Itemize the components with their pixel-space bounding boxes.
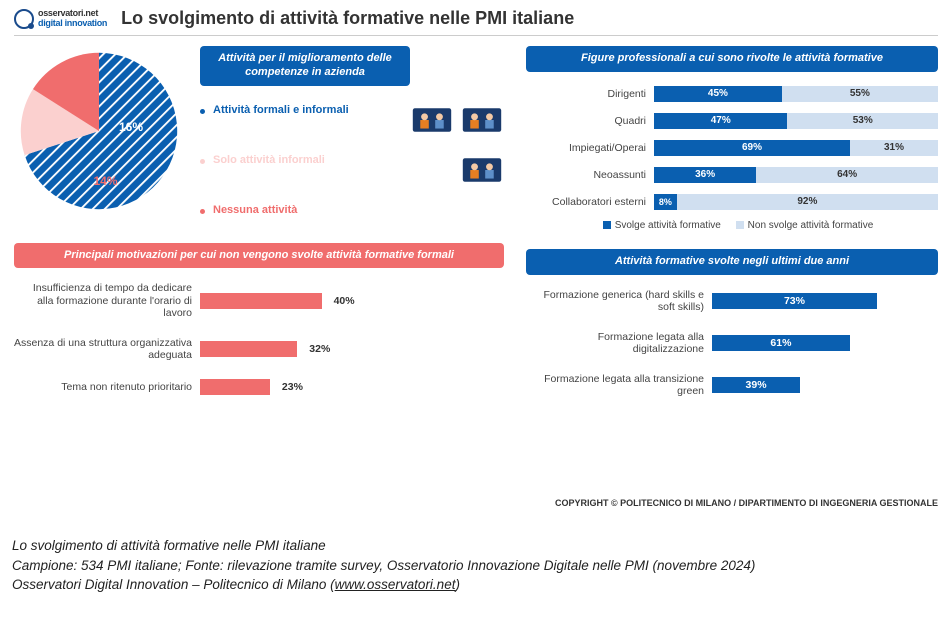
legend-swatch-a [603, 221, 611, 229]
role-seg-a: 36% [654, 167, 756, 183]
role-seg-b: 55% [782, 86, 938, 102]
role-label: Dirigenti [526, 88, 646, 100]
header: osservatori.net digital innovation Lo sv… [14, 8, 938, 36]
people-icon [460, 104, 504, 136]
role-label: Neoassunti [526, 169, 646, 181]
reasons-header: Principali motivazioni per cui non vengo… [14, 243, 504, 269]
bar-value: 73% [712, 293, 877, 309]
bar-label: Formazione legata alla digitalizzazione [526, 331, 704, 355]
legend-dot [200, 209, 205, 214]
bar-label: Insufficienza di tempo da dedicare alla … [14, 282, 192, 318]
role-label: Quadri [526, 115, 646, 127]
legend-dot [200, 159, 205, 164]
caption-pre: Osservatori Digital Innovation – Politec… [12, 577, 335, 592]
caption-post: ) [455, 577, 460, 592]
caption-line-3: Osservatori Digital Innovation – Politec… [12, 575, 932, 595]
legend-item-label: Solo attività informali [213, 154, 452, 167]
pie-label: 70% [170, 225, 194, 239]
pie-label: 16% [119, 120, 143, 134]
pie-label: 14% [94, 174, 118, 188]
legend-label-b: Non svolge attività formative [748, 220, 874, 231]
role-label: Impiegati/Operai [526, 142, 646, 154]
bar-value: 32% [303, 341, 330, 357]
legend-item-label: Nessuna attività [213, 204, 504, 217]
bar-label: Formazione generica (hard skills e soft … [526, 289, 704, 313]
logo-icon [14, 9, 34, 29]
bar-value: 40% [328, 293, 355, 309]
people-icon [410, 104, 454, 136]
legend-items: Attività formali e informali Solo attivit… [200, 104, 504, 217]
brand-logo: osservatori.net digital innovation [14, 9, 107, 29]
roles-chart: Dirigenti 45%55% Quadri 47%53% Impiegati/Ope… [526, 86, 938, 210]
role-seg-a: 8% [654, 194, 677, 210]
roles-legend: Svolge attività formative Non svolge att… [526, 220, 938, 231]
role-seg-b: 53% [787, 113, 938, 129]
bar-value: 39% [712, 377, 800, 393]
role-seg-b: 64% [756, 167, 938, 183]
bar-label: Tema non ritenuto prioritario [14, 381, 192, 393]
activities-chart: Formazione generica (hard skills e soft … [526, 289, 938, 397]
activities-header: Attività formative svolte negli ultimi d… [526, 249, 938, 275]
role-seg-b: 31% [850, 140, 938, 156]
role-seg-a: 45% [654, 86, 782, 102]
bar [200, 341, 297, 357]
role-seg-a: 47% [654, 113, 787, 129]
page-title: Lo svolgimento di attività formative nel… [121, 8, 574, 29]
role-label: Collaboratori esterni [526, 196, 646, 208]
role-seg-a: 69% [654, 140, 850, 156]
reasons-chart: Insufficienza di tempo da dedicare alla … [14, 282, 504, 394]
role-seg-b: 92% [677, 194, 938, 210]
bar-value: 61% [712, 335, 850, 351]
legend-label-a: Svolge attività formative [615, 220, 721, 231]
legend-item-label: Attività formali e informali [213, 104, 402, 117]
bar-label: Formazione legata alla transizione green [526, 373, 704, 397]
bar [200, 293, 322, 309]
legend-header: Attività per il miglioramento delle comp… [200, 46, 410, 86]
roles-header: Figure professionali a cui sono rivolte … [526, 46, 938, 72]
copyright: COPYRIGHT © POLITECNICO DI MILANO / DIPA… [338, 498, 938, 508]
brand-line-2: digital innovation [38, 19, 107, 28]
pie-chart: 70%14%16% [14, 46, 184, 216]
source-link[interactable]: www.osservatori.net [335, 577, 456, 592]
caption: Lo svolgimento di attività formative nel… [12, 536, 932, 595]
legend-dot [200, 109, 205, 114]
people-icon [460, 154, 504, 186]
caption-line-2: Campione: 534 PMI italiane; Fonte: rilev… [12, 556, 932, 576]
caption-line-1: Lo svolgimento di attività formative nel… [12, 536, 932, 556]
bar-label: Assenza di una struttura organizzativa a… [14, 337, 192, 361]
bar [200, 379, 270, 395]
bar-value: 23% [276, 379, 303, 395]
legend-swatch-b [736, 221, 744, 229]
